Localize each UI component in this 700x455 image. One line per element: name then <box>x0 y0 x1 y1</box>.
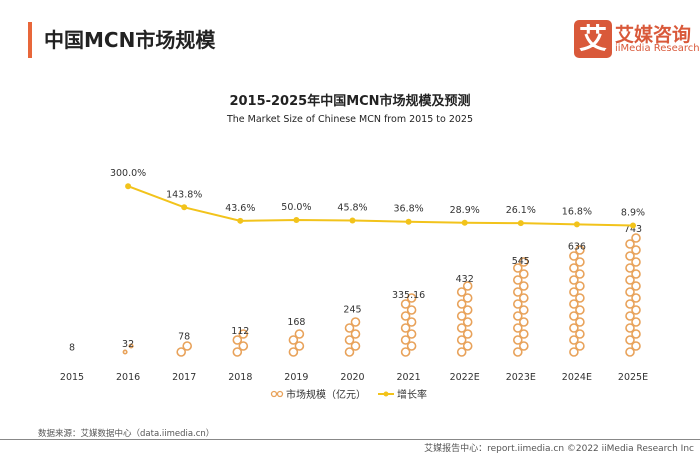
logo-icon: 艾 <box>574 20 612 58</box>
growth-label: 26.1% <box>506 205 536 216</box>
bar <box>176 341 192 357</box>
growth-point <box>237 217 244 224</box>
growth-label: 28.9% <box>450 205 480 216</box>
x-tick-label: 2022E <box>450 372 480 383</box>
footer-credit: 艾媒报告中心：report.iimedia.cn ©2022 iiMedia R… <box>424 444 694 454</box>
growth-point <box>517 220 524 227</box>
data-source: 数据来源：艾媒数据中心（data.iimedia.cn） <box>38 429 215 439</box>
bar <box>344 317 361 357</box>
chart-subtitle: The Market Size of Chinese MCN from 2015… <box>226 114 474 125</box>
title-accent-bar <box>28 22 32 58</box>
logo-text-en: iiMedia Research <box>615 43 700 54</box>
growth-label: 45.8% <box>337 203 367 214</box>
bar-label: 168 <box>287 317 305 328</box>
growth-label: 143.8% <box>166 189 202 200</box>
growth-label: 36.8% <box>394 204 424 215</box>
bar-label: 8 <box>69 343 75 354</box>
bar-label: 743 <box>624 224 642 235</box>
bar <box>232 329 249 357</box>
growth-label: 8.9% <box>621 208 645 219</box>
growth-point <box>125 183 132 190</box>
x-tick-label: 2023E <box>506 372 536 383</box>
x-tick-label: 2015 <box>60 372 84 383</box>
growth-label: 43.6% <box>225 203 255 214</box>
growth-point <box>181 204 188 211</box>
growth-point <box>630 222 636 229</box>
bar-label: 545 <box>512 256 530 267</box>
legend-line-icon <box>383 391 389 397</box>
x-tick-label: 2017 <box>172 372 196 383</box>
growth-label: 16.8% <box>562 206 592 217</box>
x-tick-label: 2018 <box>228 372 252 383</box>
x-tick-label: 2019 <box>284 372 308 383</box>
bar-label: 245 <box>343 304 361 315</box>
logo-text-cn: 艾媒咨询 <box>615 24 692 46</box>
divider <box>0 439 700 440</box>
bar-label: 112 <box>231 326 249 337</box>
growth-point <box>349 217 356 224</box>
page-title: 中国MCN市场规模 <box>44 28 216 52</box>
bar-label: 335.16 <box>392 290 425 301</box>
x-tick-label: 2016 <box>116 372 140 383</box>
legend-bar-icon <box>270 390 278 398</box>
growth-label: 300.0% <box>110 168 146 179</box>
growth-line <box>127 185 634 227</box>
bar-label: 636 <box>568 241 586 252</box>
bar <box>569 245 585 357</box>
bar-label: 32 <box>122 339 134 350</box>
bar <box>456 281 473 357</box>
bar-label: 78 <box>178 331 190 342</box>
growth-point <box>293 216 300 223</box>
legend-line-label: 增长率 <box>397 388 427 401</box>
growth-point <box>461 219 468 226</box>
x-tick-label: 2020 <box>340 372 364 383</box>
chart: 2015 8 2016 32 2017 78 2018 112 2019 168 2020 245 20… <box>60 168 648 401</box>
bar <box>400 293 417 357</box>
growth-label: 50.0% <box>281 202 311 213</box>
x-tick-label: 2025E <box>618 372 648 383</box>
x-tick-label: 2024E <box>562 372 592 383</box>
bar <box>512 257 529 357</box>
bar <box>122 343 134 355</box>
growth-point <box>405 218 412 225</box>
legend-bar-label: 市场规模（亿元） <box>286 388 366 401</box>
bar <box>288 329 305 357</box>
bar <box>625 233 641 357</box>
growth-point <box>573 221 580 228</box>
x-tick-label: 2021 <box>397 372 421 383</box>
legend-bar-icon <box>276 390 284 398</box>
bar-label: 432 <box>456 274 474 285</box>
chart-title: 2015-2025年中国MCN市场规模及预测 <box>229 94 471 109</box>
